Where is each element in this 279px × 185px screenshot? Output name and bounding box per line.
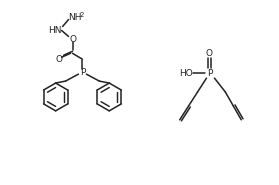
Text: HN: HN [48,26,61,35]
Text: P: P [207,69,212,78]
Text: HO: HO [179,69,193,78]
Text: O: O [69,35,76,44]
Text: O: O [206,49,213,58]
Text: 2: 2 [80,12,84,18]
Text: O: O [55,55,62,64]
Text: NH: NH [69,13,82,22]
Text: P: P [80,68,85,77]
